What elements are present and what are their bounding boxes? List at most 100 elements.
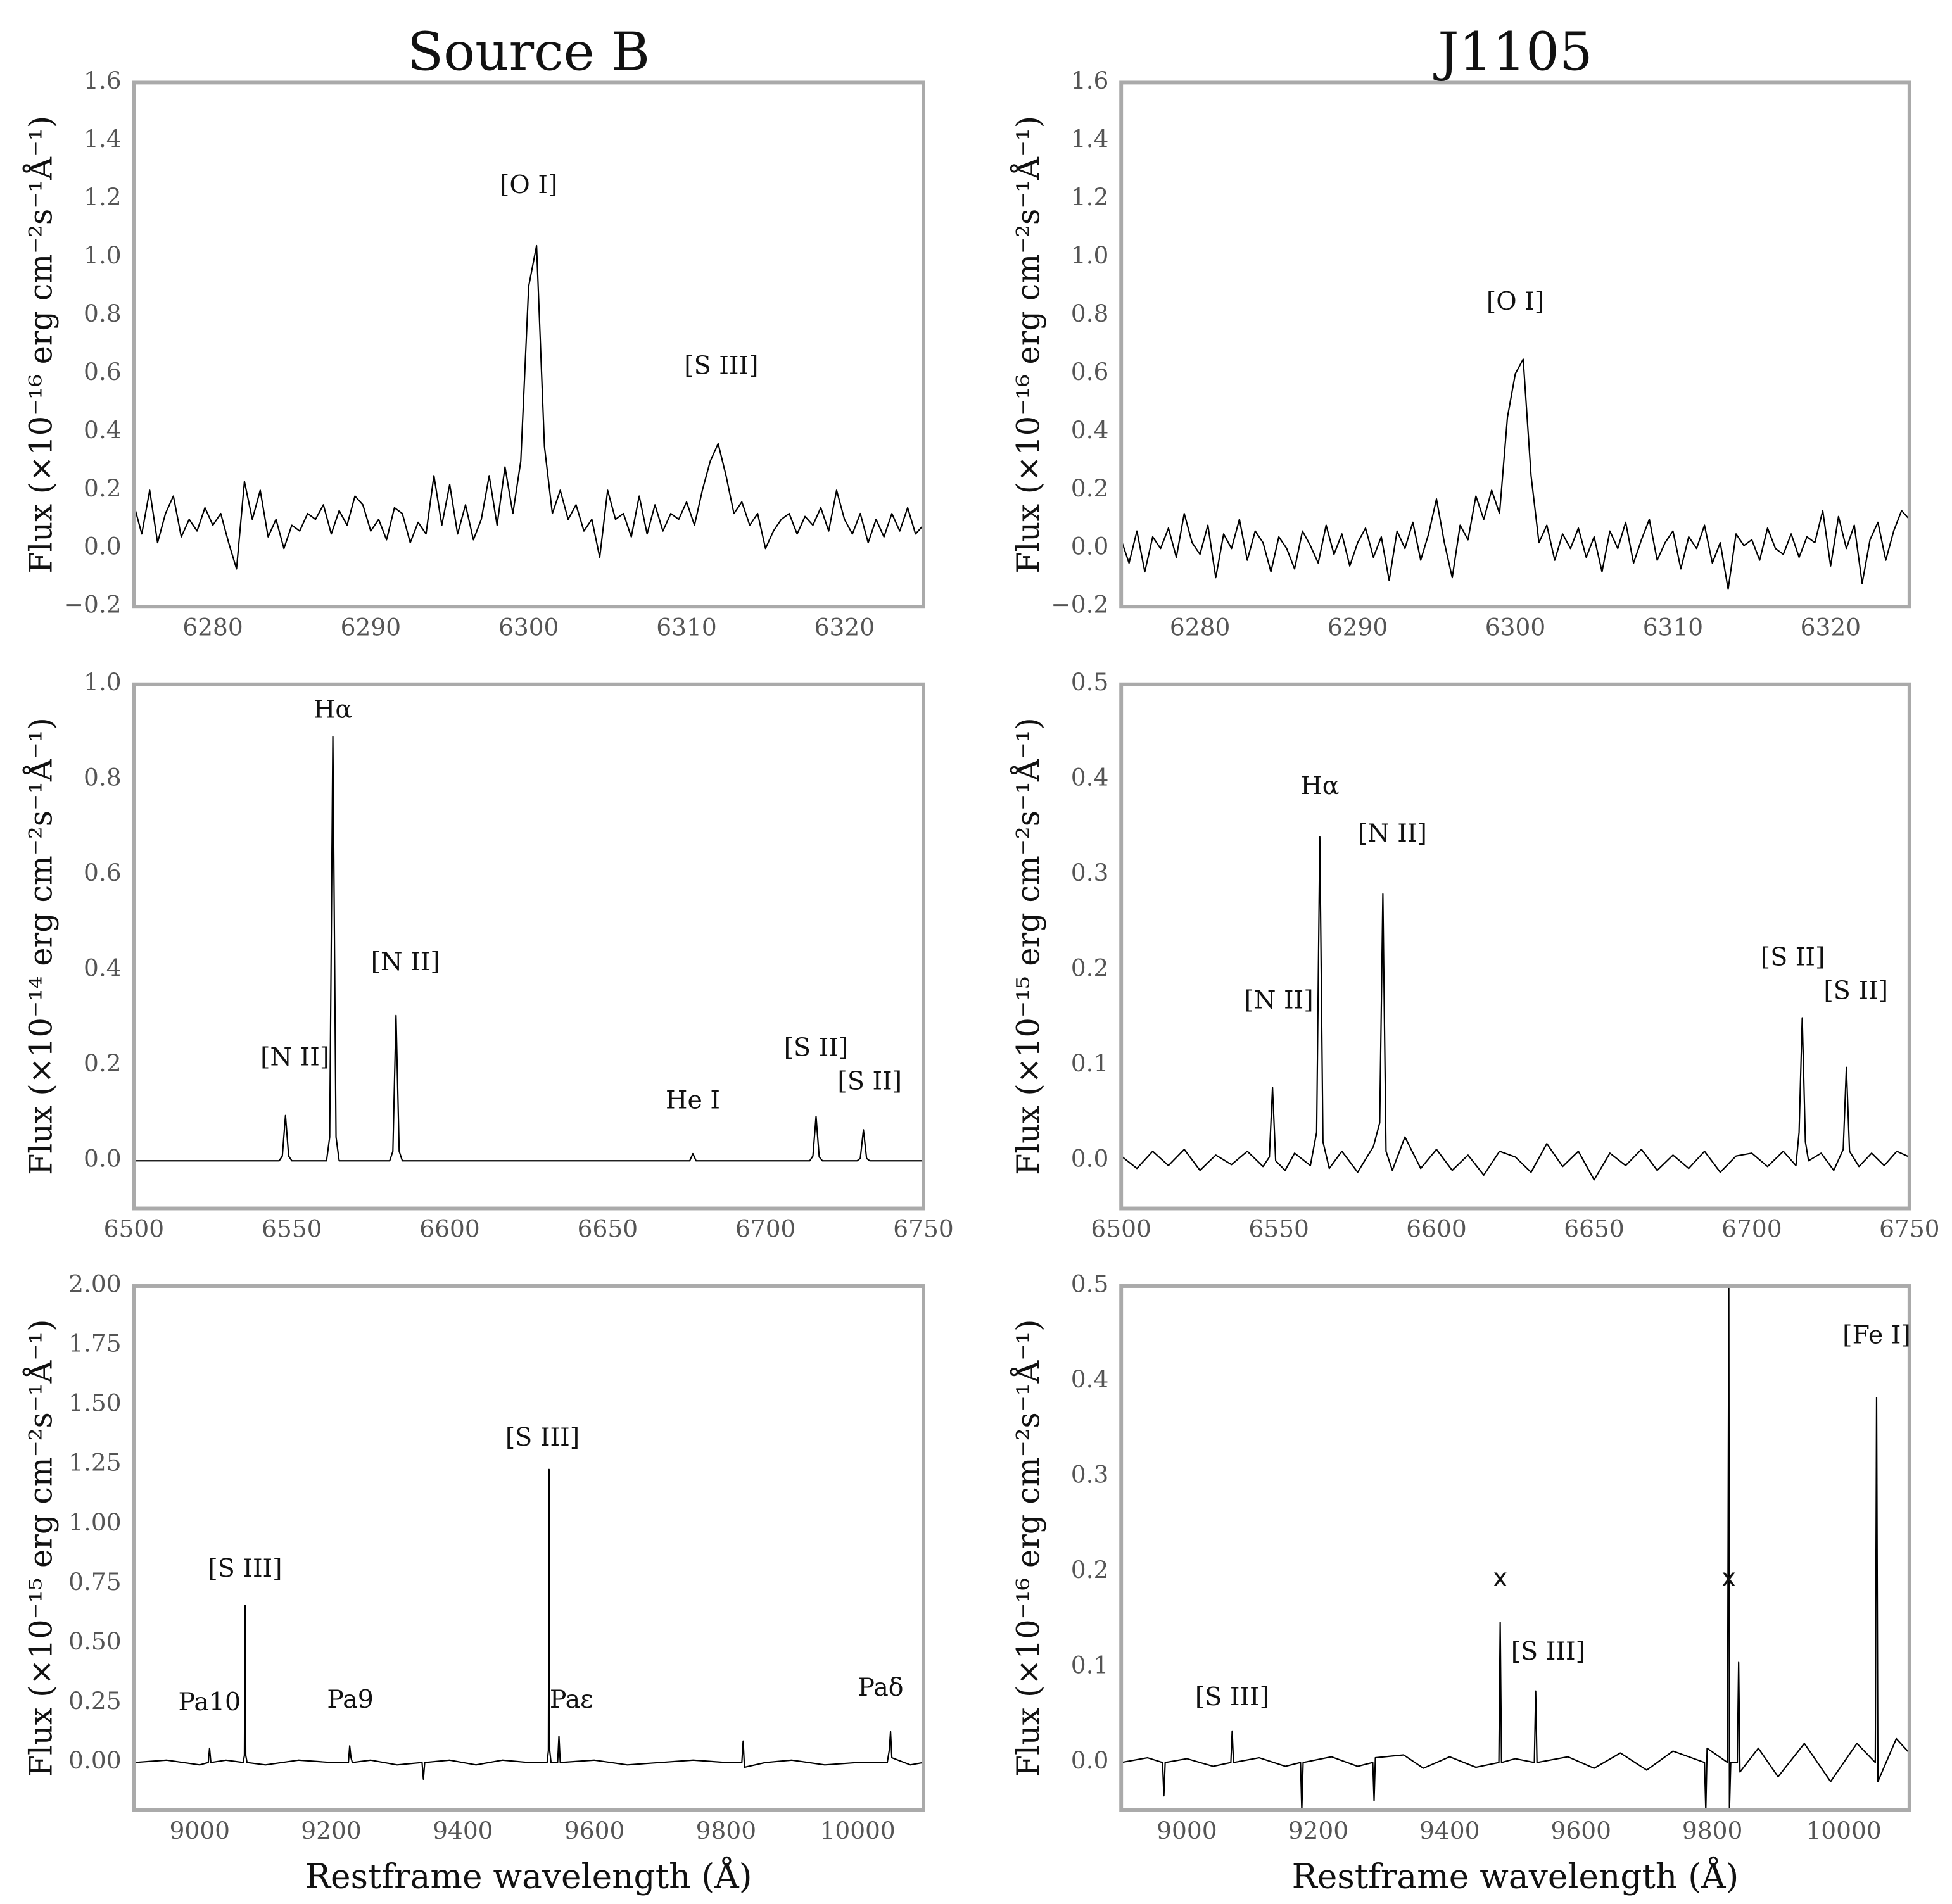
line-annotation: [N II]	[1358, 819, 1427, 848]
x-tick-label: 6290	[341, 613, 401, 641]
y-tick-label: 1.50	[68, 1389, 122, 1417]
y-tick-label: 1.25	[68, 1449, 122, 1477]
line-annotation: [S II]	[837, 1066, 902, 1095]
line-annotation: [S II]	[784, 1033, 849, 1062]
y-tick-label: −0.2	[64, 591, 122, 619]
x-tick-label: 6290	[1328, 613, 1388, 641]
x-tick-label: 6750	[893, 1215, 953, 1243]
x-tick-label: 6500	[1091, 1215, 1151, 1243]
x-tick-label: 6280	[182, 613, 243, 641]
y-axis-label: Flux (×10⁻¹⁶ erg cm⁻²s⁻¹Å⁻¹)	[1010, 1320, 1046, 1777]
spectrum-line	[1121, 358, 1910, 590]
line-annotation: Paε	[550, 1685, 593, 1714]
line-annotation: Hα	[314, 695, 352, 724]
x-axis-label: Restframe wavelength (Å)	[1292, 1855, 1739, 1896]
y-tick-label: 0.8	[84, 764, 122, 791]
y-tick-label: 0.0	[1071, 1145, 1109, 1173]
x-tick-label: 6310	[656, 613, 716, 641]
x-tick-label: 9200	[301, 1817, 361, 1844]
y-tick-label: 1.6	[84, 66, 122, 94]
y-tick-label: 0.2	[84, 474, 122, 502]
y-tick-label: 0.2	[1071, 474, 1109, 502]
panel-title: Source B	[407, 22, 650, 83]
x-tick-label: 6280	[1170, 613, 1230, 641]
x-tick-label: 6320	[1801, 613, 1861, 641]
y-tick-label: 1.0	[84, 668, 122, 696]
y-tick-label: 0.2	[1071, 1556, 1109, 1584]
spectrum-line	[134, 1468, 924, 1780]
x-tick-label: 9800	[1682, 1817, 1742, 1844]
axes-frame	[1119, 80, 1911, 609]
x-tick-label: 6650	[578, 1215, 638, 1243]
panel-title: J1105	[1433, 22, 1592, 83]
x-tick-label: 6650	[1564, 1215, 1624, 1243]
y-tick-label: 0.4	[1071, 1365, 1109, 1393]
line-annotation: [O I]	[500, 170, 557, 199]
line-annotation: [S II]	[1823, 976, 1888, 1005]
line-annotation: He I	[666, 1085, 720, 1114]
x-tick-label: 9400	[1419, 1817, 1480, 1844]
x-tick-label: 10000	[1806, 1817, 1881, 1844]
y-axis-label: Flux (×10⁻¹⁶ erg cm⁻²s⁻¹Å⁻¹)	[1010, 116, 1046, 574]
y-tick-label: 0.8	[84, 299, 122, 327]
y-tick-label: 1.6	[1071, 66, 1109, 94]
y-tick-label: 0.0	[84, 533, 122, 560]
y-tick-label: 0.3	[1071, 1461, 1109, 1489]
spectrum-line	[134, 736, 924, 1162]
y-tick-label: 0.8	[1071, 299, 1109, 327]
x-tick-label: 6320	[814, 613, 875, 641]
y-axis-label: Flux (×10⁻¹⁶ erg cm⁻²s⁻¹Å⁻¹)	[23, 116, 60, 574]
spectrum-line	[1121, 1285, 1910, 1810]
x-tick-label: 9800	[696, 1817, 756, 1844]
y-tick-label: 0.1	[1071, 1651, 1109, 1679]
x-tick-label: 6700	[735, 1215, 795, 1243]
y-tick-label: 1.00	[68, 1508, 122, 1536]
y-axis-label: Flux (×10⁻¹⁴ erg cm⁻²s⁻¹Å⁻¹)	[23, 717, 60, 1175]
axes-frame	[1119, 1284, 1911, 1812]
y-tick-label: 0.6	[84, 358, 122, 386]
line-annotation: x	[1721, 1563, 1736, 1592]
y-tick-label: 0.6	[84, 859, 122, 886]
spectrum-line	[1121, 836, 1910, 1181]
y-tick-label: 1.0	[1071, 241, 1109, 269]
line-annotation: [S III]	[208, 1554, 282, 1583]
y-tick-label: 0.2	[84, 1049, 122, 1077]
y-tick-label: 0.3	[1071, 859, 1109, 886]
x-axis-label: Restframe wavelength (Å)	[305, 1855, 752, 1896]
y-tick-label: 0.0	[1071, 1746, 1109, 1774]
y-tick-label: 0.4	[84, 416, 122, 444]
x-tick-label: 9200	[1288, 1817, 1348, 1844]
y-tick-label: 2.00	[68, 1270, 122, 1297]
y-tick-label: 0.4	[84, 954, 122, 982]
x-tick-label: 6550	[1248, 1215, 1309, 1243]
y-tick-label: 1.4	[84, 125, 122, 153]
line-annotation: Pa10	[179, 1687, 241, 1717]
line-annotation: Paδ	[858, 1673, 903, 1702]
x-tick-label: 6700	[1721, 1215, 1782, 1243]
y-tick-label: 0.75	[68, 1568, 122, 1596]
x-tick-label: 6550	[262, 1215, 322, 1243]
line-annotation: Hα	[1300, 771, 1339, 800]
x-tick-label: 6500	[104, 1215, 164, 1243]
x-tick-label: 6600	[1406, 1215, 1466, 1243]
y-tick-label: 0.50	[68, 1627, 122, 1655]
axes-frame	[132, 80, 925, 609]
x-tick-label: 9600	[1550, 1817, 1611, 1844]
y-axis-label: Flux (×10⁻¹⁵ erg cm⁻²s⁻¹Å⁻¹)	[23, 1320, 60, 1777]
y-tick-label: 0.4	[1071, 764, 1109, 791]
y-tick-label: 1.75	[68, 1330, 122, 1358]
line-annotation: [S II]	[1761, 943, 1825, 972]
y-tick-label: 0.1	[1071, 1049, 1109, 1077]
y-tick-label: 0.25	[68, 1687, 122, 1715]
x-tick-label: 6300	[1485, 613, 1545, 641]
y-axis-label: Flux (×10⁻¹⁵ erg cm⁻²s⁻¹Å⁻¹)	[1010, 717, 1046, 1175]
x-tick-label: 6750	[1879, 1215, 1939, 1243]
axes-frame	[1119, 682, 1911, 1211]
y-tick-label: 1.4	[1071, 125, 1109, 153]
y-tick-label: 0.0	[1071, 533, 1109, 560]
axes-frame	[132, 682, 925, 1211]
y-tick-label: 1.2	[84, 183, 122, 211]
line-annotation: [S III]	[684, 351, 758, 380]
